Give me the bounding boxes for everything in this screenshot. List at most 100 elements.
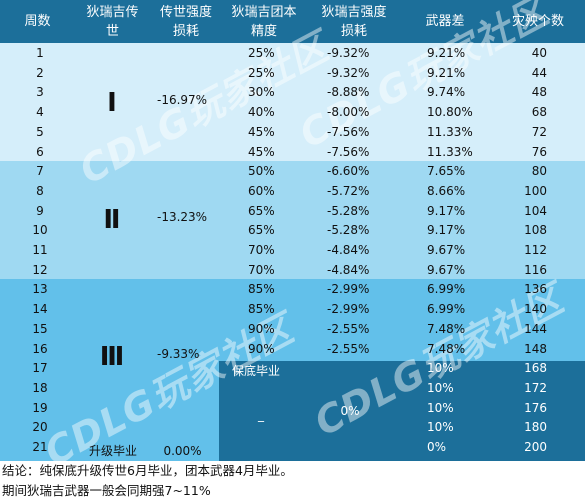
stage-numeral: Ⅲ bbox=[99, 342, 125, 372]
accuracy-cell: 40% bbox=[248, 105, 275, 120]
accuracy-cell: 85% bbox=[248, 282, 275, 297]
column-header: 武器差 bbox=[425, 14, 465, 29]
period-note: 期间狄瑞吉武器一般会同期强7~11% bbox=[2, 483, 211, 498]
accuracy-cell: 65% bbox=[248, 203, 275, 218]
catastrophe-count-cell: 108 bbox=[524, 223, 547, 238]
strength-loss-cell bbox=[327, 418, 397, 437]
week-cell: 17 bbox=[32, 361, 48, 376]
week-cell: 16 bbox=[32, 341, 48, 356]
catastrophe-count-cell: 72 bbox=[531, 124, 547, 139]
stage-strength-loss: -16.97% bbox=[157, 93, 208, 107]
weapon-diff-cell: 9.17% bbox=[427, 203, 466, 218]
catastrophe-count-cell: 148 bbox=[524, 341, 547, 356]
strength-loss-cell: -2.55% bbox=[327, 341, 370, 356]
strength-loss-cell: -2.99% bbox=[327, 282, 370, 297]
strength-loss-cell: -9.32% bbox=[327, 65, 370, 80]
strength-loss-cell: -2.99% bbox=[327, 302, 370, 317]
accuracy-cell bbox=[248, 379, 298, 398]
upgrade-done-loss: 0.00% bbox=[163, 444, 202, 458]
guarantee-block bbox=[219, 361, 585, 443]
week-cell: 18 bbox=[32, 380, 48, 395]
week-cell: 21 bbox=[32, 440, 48, 454]
stage-numeral: Ⅱ bbox=[103, 205, 121, 235]
catastrophe-count-cell: 140 bbox=[524, 302, 547, 317]
accuracy-cell: 90% bbox=[248, 321, 275, 336]
accuracy-cell: 45% bbox=[248, 144, 275, 159]
weapon-diff-cell: 9.17% bbox=[427, 223, 466, 238]
week-cell: 9 bbox=[36, 203, 44, 218]
strength-loss-cell: -9.32% bbox=[327, 46, 370, 60]
weapon-diff-cell: 11.33% bbox=[427, 124, 473, 139]
accuracy-cell: 65% bbox=[248, 223, 275, 238]
strength-loss-cell: -5.28% bbox=[327, 223, 370, 238]
accuracy-cell: 60% bbox=[248, 183, 275, 198]
accuracy-cell: 25% bbox=[248, 65, 275, 80]
strength-loss-cell: -8.88% bbox=[327, 85, 370, 100]
strength-loss-cell: -2.55% bbox=[327, 321, 370, 336]
accuracy-cell: 90% bbox=[248, 341, 275, 356]
column-header: 狄瑞吉强度 损耗 bbox=[321, 4, 387, 39]
table-header bbox=[0, 0, 585, 43]
weapon-diff-cell: 11.33% bbox=[427, 144, 473, 159]
weapon-diff-cell: 9.74% bbox=[427, 85, 466, 100]
catastrophe-count-cell: 76 bbox=[531, 144, 547, 159]
strength-loss-cell: -7.56% bbox=[327, 144, 370, 159]
week-cell: 7 bbox=[36, 164, 44, 179]
accuracy-cell: 25% bbox=[248, 46, 275, 60]
strength-loss-cell: -6.60% bbox=[327, 164, 370, 179]
accuracy-cell: 85% bbox=[248, 302, 275, 317]
weapon-diff-cell: 10% bbox=[427, 420, 454, 435]
accuracy-cell: 50% bbox=[248, 164, 275, 179]
weapon-diff-cell: 9.21% bbox=[427, 46, 466, 60]
upgrade-done-label: 升级毕业 bbox=[88, 444, 137, 458]
week-cell: 1 bbox=[36, 46, 44, 60]
weapon-progress-table: CDLG玩家社区 CDLG玩家社区 CDLG玩家社区 CDLG玩家社区 周数 狄瑞… bbox=[0, 0, 585, 461]
strength-loss-cell bbox=[327, 379, 397, 398]
week-cell: 2 bbox=[36, 65, 44, 80]
catastrophe-count-cell: 48 bbox=[531, 85, 547, 100]
week-cell: 6 bbox=[36, 144, 44, 159]
weapon-diff-cell: 10% bbox=[427, 400, 454, 415]
column-header: 狄瑞吉团本 精度 bbox=[231, 4, 297, 39]
weapon-diff-cell: 7.48% bbox=[427, 321, 466, 336]
weapon-diff-cell: 10% bbox=[427, 380, 454, 395]
catastrophe-count-cell: 68 bbox=[531, 105, 547, 120]
stage-strength-loss: -13.23% bbox=[157, 210, 208, 224]
stage-numeral: Ⅰ bbox=[107, 88, 117, 118]
catastrophe-count-cell: 172 bbox=[524, 380, 547, 395]
catastrophe-count-cell: 168 bbox=[524, 361, 547, 376]
catastrophe-count-cell: 180 bbox=[524, 420, 547, 435]
stage-1-band bbox=[0, 43, 585, 161]
catastrophe-count-cell: 112 bbox=[524, 243, 547, 257]
catastrophe-count-cell: 144 bbox=[524, 321, 547, 336]
strength-loss-cell bbox=[327, 438, 397, 457]
week-cell: 11 bbox=[32, 243, 48, 257]
accuracy-cell bbox=[248, 438, 298, 457]
catastrophe-count-cell: 200 bbox=[524, 440, 547, 454]
guarantee-accuracy: _ bbox=[258, 408, 264, 422]
weapon-diff-cell: 9.21% bbox=[427, 65, 466, 80]
week-cell: 19 bbox=[32, 400, 48, 415]
strength-loss-cell: -5.72% bbox=[327, 183, 370, 198]
weapon-diff-cell: 10.80% bbox=[427, 105, 473, 120]
week-cell: 12 bbox=[32, 262, 48, 277]
strength-loss-cell: -7.56% bbox=[327, 124, 370, 139]
week-cell: 15 bbox=[32, 321, 48, 336]
accuracy-cell: 30% bbox=[248, 85, 275, 100]
weapon-diff-cell: 6.99% bbox=[427, 282, 466, 297]
catastrophe-count-cell: 116 bbox=[524, 262, 547, 277]
catastrophe-count-cell: 104 bbox=[524, 203, 547, 218]
column-header: 灾殃个数 bbox=[511, 14, 564, 29]
weapon-diff-cell: 9.67% bbox=[427, 243, 466, 257]
catastrophe-count-cell: 80 bbox=[531, 164, 547, 179]
column-header: 传世强度 损耗 bbox=[159, 4, 212, 39]
stage-strength-loss: -9.33% bbox=[157, 347, 200, 361]
accuracy-cell: 70% bbox=[248, 243, 275, 257]
strength-loss-cell: -5.28% bbox=[327, 203, 370, 218]
week-cell: 3 bbox=[36, 85, 44, 100]
strength-loss-cell: -8.00% bbox=[327, 105, 370, 120]
week-cell: 14 bbox=[32, 302, 48, 317]
strength-loss-cell: -4.84% bbox=[327, 243, 370, 257]
catastrophe-count-cell: 176 bbox=[524, 400, 547, 415]
week-cell: 13 bbox=[32, 282, 48, 297]
